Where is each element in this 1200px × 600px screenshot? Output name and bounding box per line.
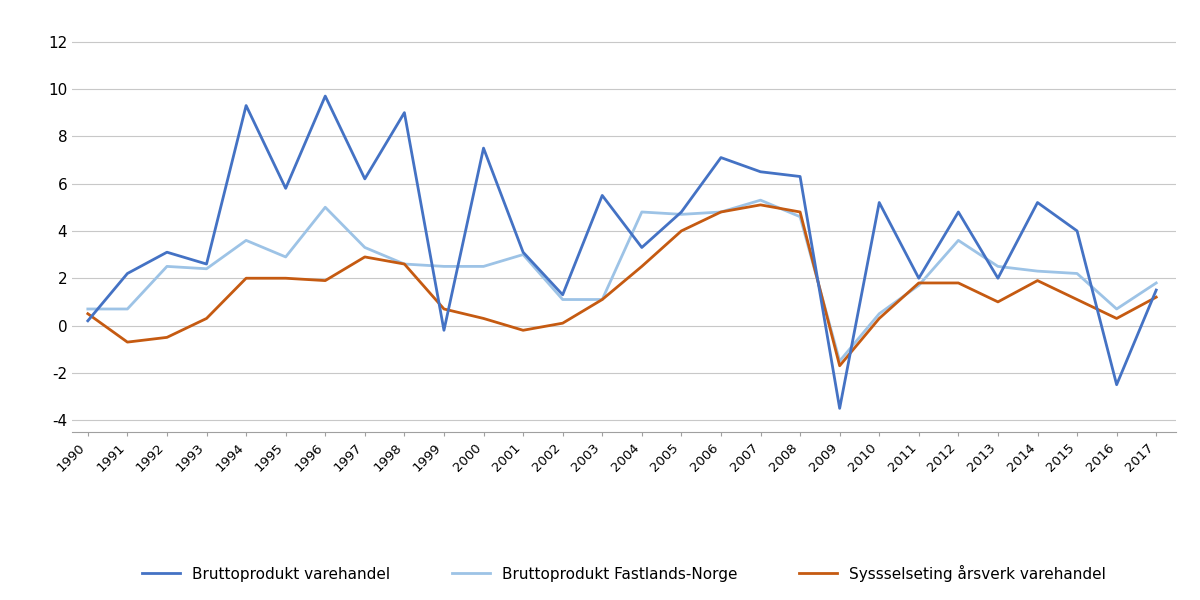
Bruttoprodukt Fastlands-Norge <box>80 305 95 313</box>
Bruttoprodukt varehandel <box>239 102 253 109</box>
Syssselseting årsverk varehandel <box>952 280 966 287</box>
Syssselseting årsverk varehandel <box>833 362 847 370</box>
Bruttoprodukt Fastlands-Norge <box>437 263 451 270</box>
Bruttoprodukt Fastlands-Norge <box>754 197 768 204</box>
Syssselseting årsverk varehandel <box>674 227 689 235</box>
Bruttoprodukt Fastlands-Norge <box>397 260 412 268</box>
Bruttoprodukt Fastlands-Norge <box>991 263 1006 270</box>
Bruttoprodukt varehandel <box>872 199 887 206</box>
Syssselseting årsverk varehandel <box>318 277 332 284</box>
Bruttoprodukt Fastlands-Norge <box>674 211 689 218</box>
Legend: Bruttoprodukt varehandel, Bruttoprodukt Fastlands-Norge, Syssselseting årsverk v: Bruttoprodukt varehandel, Bruttoprodukt … <box>142 565 1106 581</box>
Syssselseting årsverk varehandel <box>278 275 293 282</box>
Bruttoprodukt Fastlands-Norge <box>160 263 174 270</box>
Bruttoprodukt Fastlands-Norge <box>714 208 728 215</box>
Bruttoprodukt varehandel <box>318 92 332 100</box>
Bruttoprodukt varehandel <box>278 185 293 192</box>
Syssselseting årsverk varehandel <box>160 334 174 341</box>
Bruttoprodukt Fastlands-Norge <box>952 237 966 244</box>
Bruttoprodukt Fastlands-Norge <box>120 305 134 313</box>
Syssselseting årsverk varehandel <box>437 305 451 313</box>
Bruttoprodukt varehandel <box>952 208 966 215</box>
Syssselseting årsverk varehandel <box>556 320 570 327</box>
Bruttoprodukt varehandel <box>556 291 570 298</box>
Syssselseting årsverk varehandel <box>595 296 610 303</box>
Syssselseting årsverk varehandel <box>1031 277 1045 284</box>
Bruttoprodukt varehandel <box>1031 199 1045 206</box>
Bruttoprodukt varehandel <box>635 244 649 251</box>
Bruttoprodukt varehandel <box>674 208 689 215</box>
Line: Syssselseting årsverk varehandel: Syssselseting årsverk varehandel <box>88 205 1157 366</box>
Syssselseting årsverk varehandel <box>912 280 926 287</box>
Bruttoprodukt Fastlands-Norge <box>476 263 491 270</box>
Bruttoprodukt Fastlands-Norge <box>239 237 253 244</box>
Bruttoprodukt Fastlands-Norge <box>278 253 293 260</box>
Bruttoprodukt Fastlands-Norge <box>318 203 332 211</box>
Bruttoprodukt varehandel <box>833 405 847 412</box>
Syssselseting årsverk varehandel <box>80 310 95 317</box>
Bruttoprodukt Fastlands-Norge <box>1110 305 1124 313</box>
Bruttoprodukt varehandel <box>516 248 530 256</box>
Syssselseting årsverk varehandel <box>1150 293 1164 301</box>
Bruttoprodukt Fastlands-Norge <box>833 358 847 365</box>
Syssselseting årsverk varehandel <box>872 315 887 322</box>
Bruttoprodukt varehandel <box>714 154 728 161</box>
Bruttoprodukt Fastlands-Norge <box>556 296 570 303</box>
Bruttoprodukt varehandel <box>793 173 808 180</box>
Syssselseting årsverk varehandel <box>793 208 808 215</box>
Bruttoprodukt Fastlands-Norge <box>1031 268 1045 275</box>
Syssselseting årsverk varehandel <box>1110 315 1124 322</box>
Bruttoprodukt varehandel <box>437 326 451 334</box>
Line: Bruttoprodukt Fastlands-Norge: Bruttoprodukt Fastlands-Norge <box>88 200 1157 361</box>
Bruttoprodukt Fastlands-Norge <box>1150 280 1164 287</box>
Syssselseting årsverk varehandel <box>476 315 491 322</box>
Bruttoprodukt varehandel <box>476 145 491 152</box>
Bruttoprodukt varehandel <box>80 317 95 325</box>
Syssselseting årsverk varehandel <box>397 260 412 268</box>
Bruttoprodukt varehandel <box>1110 381 1124 388</box>
Syssselseting årsverk varehandel <box>120 338 134 346</box>
Bruttoprodukt varehandel <box>160 248 174 256</box>
Bruttoprodukt varehandel <box>754 168 768 175</box>
Bruttoprodukt varehandel <box>991 275 1006 282</box>
Syssselseting årsverk varehandel <box>516 326 530 334</box>
Syssselseting årsverk varehandel <box>754 201 768 208</box>
Bruttoprodukt Fastlands-Norge <box>358 244 372 251</box>
Bruttoprodukt Fastlands-Norge <box>912 282 926 289</box>
Bruttoprodukt varehandel <box>1070 227 1085 235</box>
Syssselseting årsverk varehandel <box>239 275 253 282</box>
Bruttoprodukt Fastlands-Norge <box>635 208 649 215</box>
Bruttoprodukt varehandel <box>595 192 610 199</box>
Bruttoprodukt varehandel <box>397 109 412 116</box>
Bruttoprodukt Fastlands-Norge <box>516 251 530 258</box>
Syssselseting årsverk varehandel <box>635 263 649 270</box>
Bruttoprodukt Fastlands-Norge <box>793 213 808 220</box>
Bruttoprodukt varehandel <box>1150 286 1164 293</box>
Syssselseting årsverk varehandel <box>199 315 214 322</box>
Bruttoprodukt varehandel <box>358 175 372 182</box>
Syssselseting årsverk varehandel <box>358 253 372 260</box>
Line: Bruttoprodukt varehandel: Bruttoprodukt varehandel <box>88 96 1157 409</box>
Syssselseting årsverk varehandel <box>991 298 1006 305</box>
Bruttoprodukt Fastlands-Norge <box>595 296 610 303</box>
Bruttoprodukt varehandel <box>120 270 134 277</box>
Bruttoprodukt Fastlands-Norge <box>1070 270 1085 277</box>
Syssselseting årsverk varehandel <box>1070 296 1085 303</box>
Bruttoprodukt Fastlands-Norge <box>872 310 887 317</box>
Bruttoprodukt Fastlands-Norge <box>199 265 214 272</box>
Bruttoprodukt varehandel <box>199 260 214 268</box>
Bruttoprodukt varehandel <box>912 275 926 282</box>
Syssselseting årsverk varehandel <box>714 208 728 215</box>
